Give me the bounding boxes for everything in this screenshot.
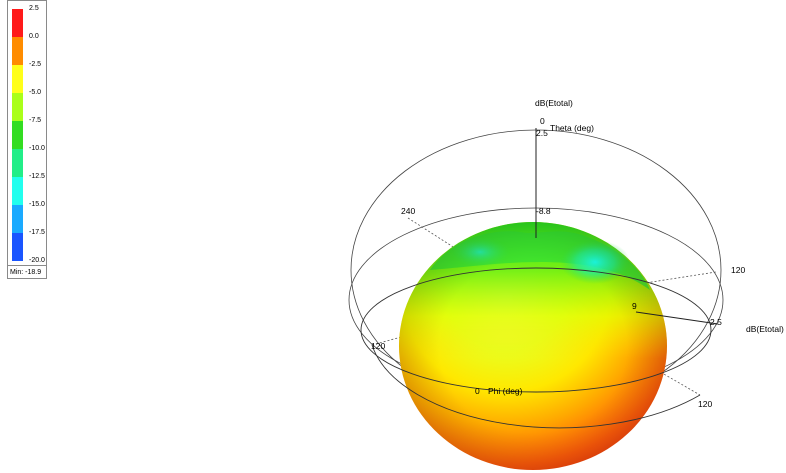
color-legend: 2.5 0.0 -2.5 -5.0 -7.5 -10.0 -12.5 -15.0…: [7, 0, 47, 279]
level-mark-side: 9: [632, 301, 637, 311]
legend-tick: -12.5: [29, 173, 45, 180]
quantity-label-top: dB(Etotal): [535, 98, 573, 108]
legend-swatch: [12, 233, 23, 261]
radiation-pattern-surface: [399, 222, 667, 470]
grid-ellipse-front: [360, 267, 712, 393]
legend-tick: -5.0: [29, 89, 42, 96]
legend-tick: -15.0: [29, 201, 45, 208]
phi-zero-label: 0: [475, 386, 480, 396]
legend-swatch: [12, 37, 23, 65]
legend-swatch: [12, 121, 23, 149]
theta-max-mark: 2.5: [536, 128, 548, 138]
phi-axis-label: Phi (deg): [488, 386, 523, 396]
legend-min-value: Min: -18.9: [8, 265, 46, 278]
legend-tick: 0.0: [29, 33, 39, 40]
legend-tick: -10.0: [29, 145, 45, 152]
angle-240-label: 240: [401, 206, 415, 216]
legend-tick: -7.5: [29, 117, 42, 124]
quantity-label-right: dB(Etotal): [746, 324, 784, 334]
level-mark-right: 2.5: [710, 317, 722, 327]
legend-swatch: [12, 93, 23, 121]
angle-120-right-label: 120: [731, 265, 745, 275]
level-mark-top: -8.8: [536, 206, 551, 216]
axis-guide-120-bottom: [535, 299, 701, 396]
legend-tick: -20.0: [29, 257, 45, 264]
legend-swatch: [12, 177, 23, 205]
angle-120-bottom-label: 120: [698, 399, 712, 409]
legend-tick: -17.5: [29, 229, 45, 236]
legend-swatch: [12, 205, 23, 233]
grid-arc-front: [371, 344, 701, 429]
theta-zero-label: 0: [540, 116, 545, 126]
legend-swatch: [12, 9, 23, 37]
magnitude-axis: [635, 311, 719, 325]
legend-swatch: [12, 65, 23, 93]
legend-tick: -2.5: [29, 61, 42, 68]
legend-swatch: [12, 149, 23, 177]
legend-tick: 2.5: [29, 5, 39, 12]
theta-axis-label: Theta (deg): [550, 123, 594, 133]
angle-120-left-label: 120: [371, 341, 385, 351]
